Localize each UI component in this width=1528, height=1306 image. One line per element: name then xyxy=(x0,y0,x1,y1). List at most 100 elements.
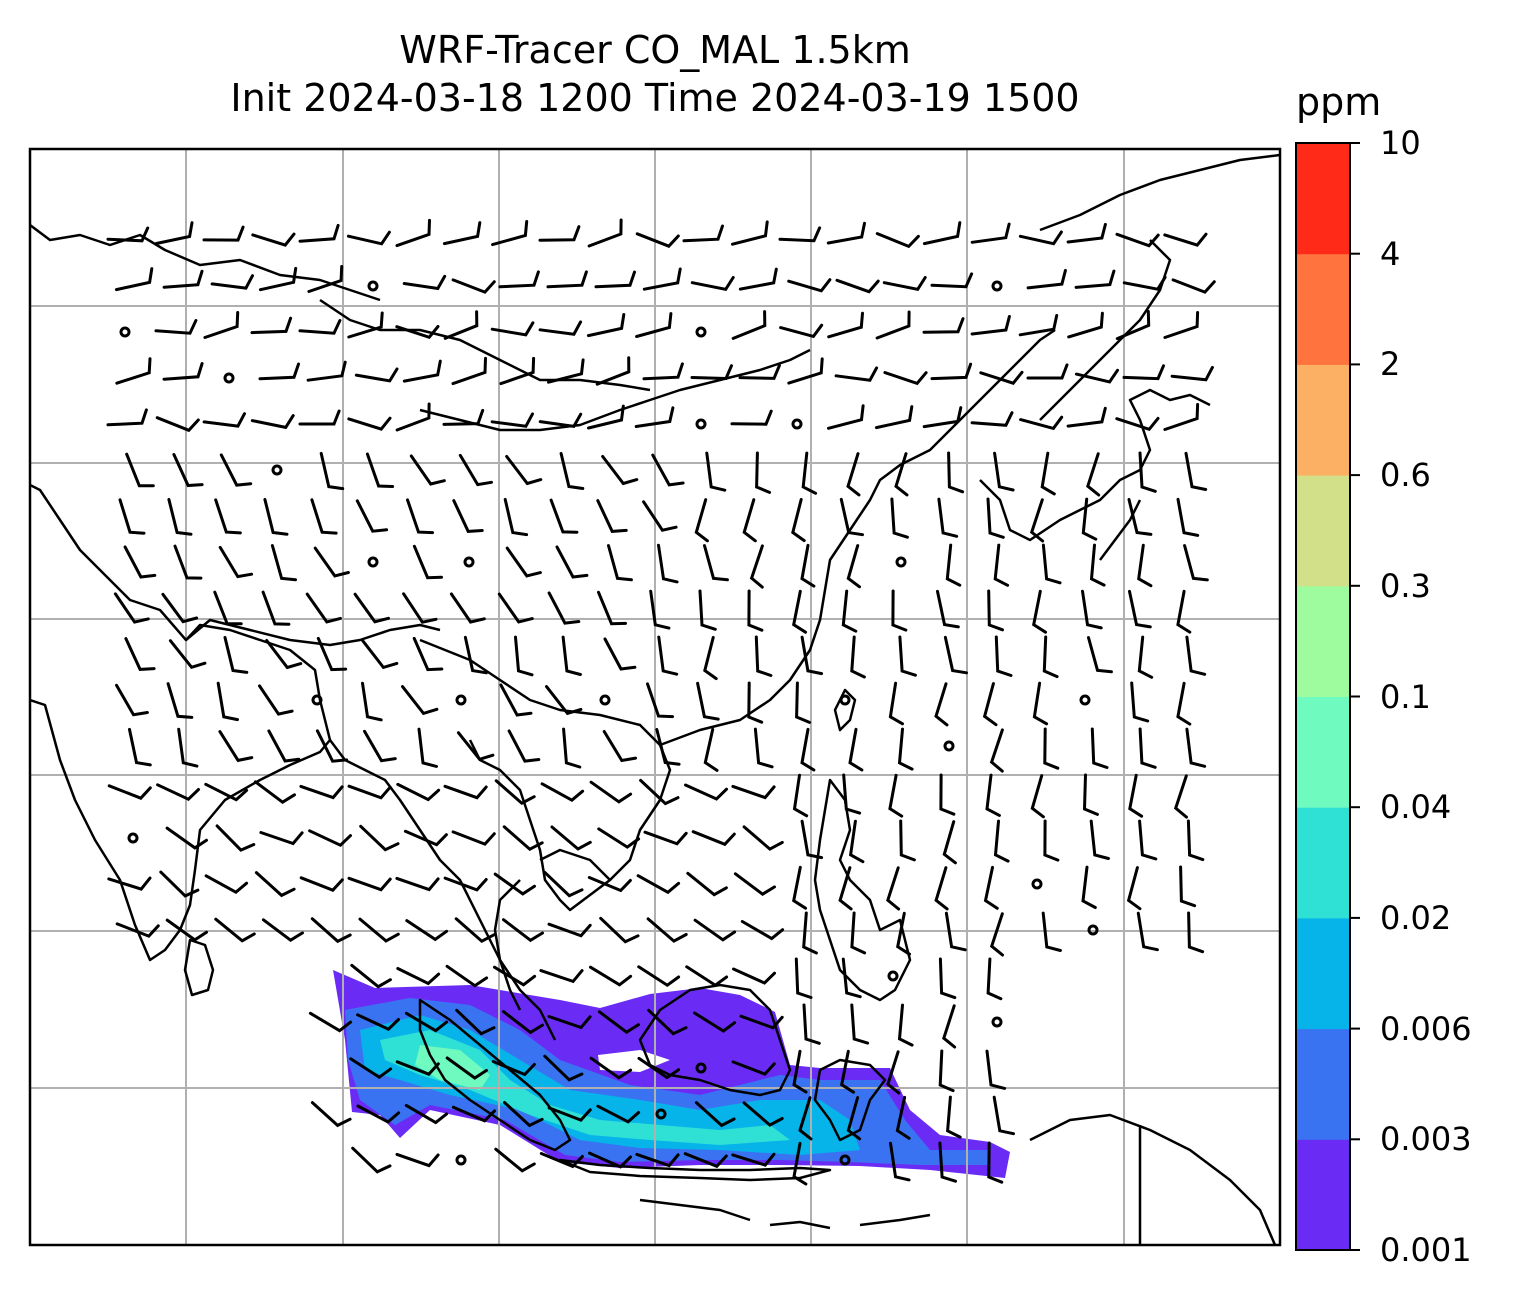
wind-barb xyxy=(258,684,294,716)
wind-barb xyxy=(458,453,493,487)
wind-barb xyxy=(1086,452,1101,497)
wind-barb xyxy=(261,918,304,943)
wind-barb xyxy=(1041,911,1062,952)
wind-barb xyxy=(1074,269,1116,289)
calm-wind-marker xyxy=(991,1016,1003,1028)
coast-new-guinea xyxy=(1029,1113,1277,1245)
wind-barb xyxy=(493,872,536,896)
wind-barb xyxy=(154,221,194,245)
wind-barb xyxy=(502,825,544,852)
wind-barb xyxy=(498,270,540,289)
wind-barb xyxy=(313,546,350,578)
wind-barb xyxy=(739,1014,784,1030)
wind-barb xyxy=(882,276,927,291)
wind-barb xyxy=(938,1049,955,1093)
wind-barb xyxy=(1137,543,1153,588)
wind-barb xyxy=(305,592,342,624)
wind-barb xyxy=(543,1054,584,1082)
wind-barb xyxy=(545,685,583,716)
wind-barb xyxy=(896,911,911,956)
wind-barb xyxy=(417,727,438,768)
wind-barb xyxy=(801,451,818,495)
wind-barb xyxy=(315,729,349,763)
wind-barb xyxy=(754,635,773,677)
wind-barb xyxy=(125,452,155,488)
calm-wind-marker xyxy=(839,694,851,706)
wind-barb xyxy=(395,876,440,892)
wind-barb xyxy=(848,727,864,772)
map-frame xyxy=(28,147,1282,1247)
wind-barb xyxy=(970,411,1014,427)
calm-wind-marker xyxy=(839,1154,851,1166)
wind-barb xyxy=(792,1049,808,1094)
wind-barb xyxy=(299,876,344,892)
wind-barb xyxy=(1128,589,1152,629)
wind-barb xyxy=(989,728,1004,773)
wind-barb xyxy=(1074,368,1119,384)
wind-barb xyxy=(846,544,861,589)
wind-barb xyxy=(454,917,496,944)
wind-barb xyxy=(1138,451,1157,493)
wind-barb xyxy=(306,360,347,382)
wind-barb xyxy=(106,408,148,427)
wind-barb xyxy=(730,409,773,426)
wind-barb xyxy=(657,635,679,676)
wind-barb xyxy=(943,635,968,675)
wind-barb xyxy=(1026,363,1069,380)
coastlines xyxy=(30,153,1280,1245)
wind-barb xyxy=(987,1141,1004,1184)
wind-barb xyxy=(402,592,438,624)
wind-barb xyxy=(684,783,728,801)
calm-wind-marker xyxy=(791,418,803,430)
wind-barb xyxy=(703,544,729,582)
wind-barb xyxy=(402,274,447,291)
wind-barb xyxy=(499,683,533,717)
wind-barb xyxy=(543,870,584,898)
wind-barb xyxy=(263,498,289,536)
calm-wind-marker xyxy=(367,280,379,292)
wind-barb xyxy=(732,967,776,985)
wind-barb xyxy=(316,636,348,672)
wind-barb xyxy=(1115,416,1160,432)
wind-barb xyxy=(922,317,965,334)
calm-wind-marker xyxy=(119,326,131,338)
wind-barb xyxy=(936,589,960,629)
wind-barb xyxy=(204,782,249,802)
wind-barb xyxy=(1032,589,1047,634)
wind-barb xyxy=(587,218,623,248)
calm-wind-marker xyxy=(223,372,235,384)
wind-barb xyxy=(1115,232,1160,248)
wind-barb xyxy=(202,412,246,428)
wind-barb xyxy=(755,451,771,494)
wind-barb xyxy=(353,592,390,624)
wind-barb xyxy=(888,773,904,818)
wind-barb xyxy=(842,773,862,815)
wind-barb xyxy=(395,402,431,432)
wind-barb xyxy=(497,592,534,624)
coast-sumatra xyxy=(418,998,572,1152)
coast-china xyxy=(659,328,1056,747)
wind-barb xyxy=(742,498,757,543)
wind-barb xyxy=(114,267,154,292)
wind-barb xyxy=(358,917,400,943)
wind-barb xyxy=(875,310,911,340)
wind-barb xyxy=(299,784,344,800)
wind-barb xyxy=(505,546,542,578)
colorbar-tick-label: 0.001 xyxy=(1380,1231,1472,1269)
wind-barb xyxy=(838,866,853,911)
wind-barb xyxy=(886,1050,901,1095)
wind-barb xyxy=(850,635,866,679)
wind-barb xyxy=(597,827,641,849)
calm-wind-marker xyxy=(1079,694,1091,706)
wind-barb xyxy=(588,1151,632,1169)
wind-barb xyxy=(792,589,807,634)
wind-barb xyxy=(214,917,256,943)
wind-barb xyxy=(156,783,200,801)
wind-barb xyxy=(261,590,291,626)
wind-barb xyxy=(983,865,999,910)
wind-barb xyxy=(507,729,541,763)
wind-barb xyxy=(359,824,400,852)
wind-barb xyxy=(1138,819,1158,861)
wind-barb xyxy=(356,1013,400,1031)
wind-barb xyxy=(705,451,727,492)
